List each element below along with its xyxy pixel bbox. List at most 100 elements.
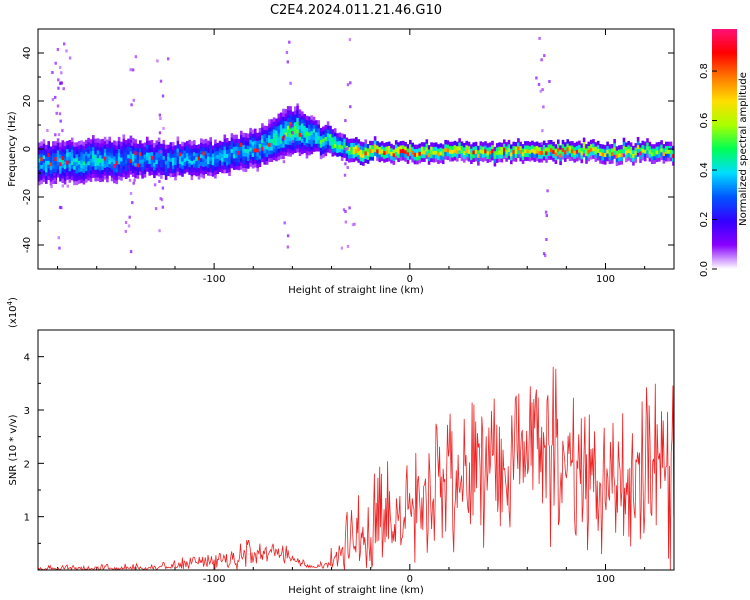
spectrogram-cell <box>456 157 459 162</box>
spectrogram-noise-cell <box>59 65 62 69</box>
spectrogram-cell <box>559 153 562 158</box>
spectrogram-cell <box>108 167 111 172</box>
spectrogram-cell <box>571 148 574 154</box>
spectrogram-cell <box>258 162 262 167</box>
spectrogram-cell <box>174 153 177 158</box>
spectrogram-cell <box>124 170 128 176</box>
spectrogram-cell <box>96 146 100 151</box>
spectrogram-noise-cell <box>129 192 133 195</box>
spectrogram-cell <box>406 151 410 157</box>
spectrogram-cell <box>611 159 614 164</box>
spectrogram-cell <box>240 157 243 162</box>
spectrogram-cell <box>305 134 309 140</box>
spectrogram-cell <box>110 142 114 147</box>
spectrogram-noise-cell <box>128 178 132 182</box>
spectrogram-cell <box>68 159 72 164</box>
spectrogram-cell <box>174 156 177 162</box>
spectrogram-cell <box>240 161 243 166</box>
spectrogram-cell <box>232 150 236 155</box>
spectrogram-cell <box>247 137 250 142</box>
spectrogram-cell <box>113 159 116 165</box>
spectrogram-cell <box>547 155 551 160</box>
spectrogram-cell <box>160 174 163 179</box>
spectrogram-cell <box>120 176 123 181</box>
spectrogram-cell <box>54 152 57 158</box>
spectrogram-cell <box>169 157 173 162</box>
spectrogram-cell <box>366 144 370 149</box>
spectrogram-cell <box>115 152 119 158</box>
spectrogram-cell <box>254 155 257 160</box>
spectrogram-cell <box>488 146 492 151</box>
spectrogram-cell <box>282 154 285 160</box>
spectrogram-cell <box>463 158 466 163</box>
spectrogram-cell <box>129 139 133 144</box>
spectrogram-cell <box>596 152 600 157</box>
spectrogram-cell <box>82 160 86 166</box>
spectrogram-cell <box>369 144 372 150</box>
spectrogram-cell <box>202 147 205 152</box>
spectrogram-cell <box>641 152 645 157</box>
spectrogram-cell <box>146 159 149 165</box>
spectrogram-cell <box>223 149 227 155</box>
spectrogram-cell <box>310 126 313 132</box>
spectrogram-cell <box>296 136 299 141</box>
spectrogram-cell <box>611 155 614 160</box>
spectrogram-cell <box>608 159 612 165</box>
spectrogram-cell <box>387 141 391 146</box>
spectrogram-cell <box>561 151 565 156</box>
spectrogram-cell <box>303 121 306 127</box>
spectrogram-cell <box>303 114 306 119</box>
spectrogram-cell <box>411 158 414 163</box>
spectrogram-cell <box>92 173 95 178</box>
spectrogram-cell <box>272 144 276 149</box>
spectrogram-cell <box>566 139 569 144</box>
spectrogram-cell <box>338 147 342 153</box>
spectrogram-cell <box>467 141 471 147</box>
spectrogram-cell <box>164 148 168 153</box>
spectrogram-cell <box>545 146 548 152</box>
spectrogram-cell <box>298 151 302 156</box>
spectrogram-cell <box>54 160 57 165</box>
spectrogram-cell <box>150 143 154 149</box>
spectrogram-cell <box>185 152 189 157</box>
spectrogram-cell <box>345 156 349 162</box>
spectrogram-cell <box>240 130 243 136</box>
spectrogram-cell <box>286 117 290 122</box>
spectrogram-cell <box>150 147 154 153</box>
spectrogram-cell <box>317 131 320 137</box>
spectrogram-cell <box>197 155 201 161</box>
spectrogram-cell <box>237 158 241 163</box>
spectrogram-cell <box>117 156 121 161</box>
spectrogram-cell <box>42 170 46 175</box>
spectrogram-cell <box>122 138 126 143</box>
spectrogram-cell <box>101 169 104 174</box>
spectrogram-cell <box>40 175 43 181</box>
spectrogram-cell <box>441 159 445 165</box>
spectrogram-cell <box>73 165 76 170</box>
spectrogram-cell <box>178 167 182 172</box>
spectrogram-cell <box>251 160 255 165</box>
spectrogram-cell <box>202 174 205 179</box>
spectrogram-cell <box>268 153 271 159</box>
spectrogram-cell <box>603 152 607 157</box>
spectrogram-cell <box>477 153 480 158</box>
spectrogram-cell <box>85 147 88 152</box>
spectrogram-cell <box>665 141 668 147</box>
spectrogram-cell <box>444 143 447 149</box>
spectrogram-cell <box>402 148 405 153</box>
spectrogram-cell <box>479 156 483 162</box>
spectrogram-y-tick-label: 20 <box>22 95 33 108</box>
spectrogram-cell <box>209 160 212 165</box>
spectrogram-cell <box>658 157 661 162</box>
spectrogram-cell <box>59 169 62 174</box>
spectrogram-cell <box>73 173 76 178</box>
snr-y-axis-label: SNR (10 * v/v) <box>8 414 19 485</box>
spectrogram-cell <box>47 168 50 173</box>
spectrogram-cell <box>256 144 259 149</box>
spectrogram-cell <box>49 150 53 155</box>
spectrogram-noise-cell <box>286 60 289 64</box>
spectrogram-cell <box>355 152 358 157</box>
spectrogram-cell <box>352 153 356 159</box>
spectrogram-cell <box>495 143 499 148</box>
spectrogram-cell <box>554 159 558 164</box>
